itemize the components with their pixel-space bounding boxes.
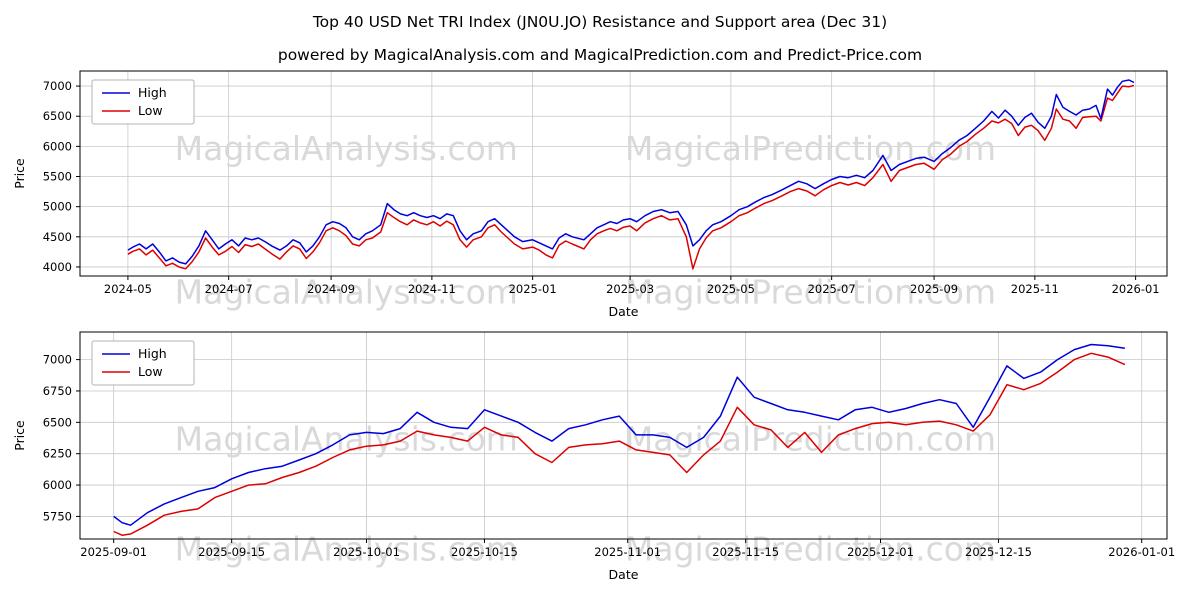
grid <box>80 71 1167 276</box>
top-chart: MagicalAnalysis.com MagicalPrediction.com… <box>12 70 1168 319</box>
y-tick-label: 4000 <box>43 260 72 274</box>
figure-title: Top 40 USD Net TRI Index (JN0U.JO) Resis… <box>312 13 888 31</box>
plot-area <box>80 332 1167 539</box>
series-high-line <box>127 79 1135 265</box>
svg-text:MagicalAnalysis.com: MagicalAnalysis.com <box>175 420 518 459</box>
x-tick-label: 2024-05 <box>104 282 152 296</box>
y-tick-label: 5000 <box>43 200 72 214</box>
x-tick-label: 2024-07 <box>205 282 253 296</box>
plot-border <box>79 70 1168 277</box>
y-tick-label: 6750 <box>43 384 72 398</box>
legend-label-high: High <box>138 346 167 361</box>
x-tick-label: 2024-11 <box>408 282 456 296</box>
x-tick-label: 2025-03 <box>606 282 654 296</box>
svg-text:MagicalAnalysis.com: MagicalAnalysis.com <box>175 272 518 311</box>
x-tick-label: 2025-09 <box>910 282 958 296</box>
x-tick-label: 2025-11 <box>1011 282 1059 296</box>
series-group <box>113 343 1126 536</box>
x-tick-label: 2024-09 <box>307 282 355 296</box>
legend-label-low: Low <box>138 364 163 379</box>
legend: High Low <box>91 79 195 125</box>
x-tick-label: 2025-12-15 <box>965 545 1032 559</box>
svg-text:MagicalPrediction.com: MagicalPrediction.com <box>625 529 996 568</box>
x-tick-label: 2025-05 <box>707 282 755 296</box>
x-axis-label: Date <box>609 567 639 582</box>
x-tick-label: 2025-10-01 <box>333 545 400 559</box>
y-tick-label: 5500 <box>43 170 72 184</box>
y-tick-label: 6000 <box>43 478 72 492</box>
legend-box <box>91 340 195 386</box>
y-tick-label: 4500 <box>43 230 72 244</box>
x-tick-label: 2025-09-15 <box>198 545 265 559</box>
watermark-text: MagicalAnalysis.com MagicalPrediction.com… <box>175 129 996 312</box>
bottom-chart: MagicalAnalysis.com MagicalPrediction.com… <box>12 331 1175 582</box>
y-axis-label: Price <box>12 420 27 451</box>
plot-area <box>80 71 1167 276</box>
axes: 2024-05 2024-07 2024-09 2024-11 2025-01 2025-… <box>12 79 1160 319</box>
series-group <box>127 79 1135 270</box>
y-tick-label: 6250 <box>43 447 72 461</box>
x-tick-label: 2026-01 <box>1112 282 1160 296</box>
y-axis-label: Price <box>12 158 27 189</box>
svg-text:MagicalAnalysis.com: MagicalAnalysis.com <box>175 129 518 168</box>
x-tick-label: 2025-09-01 <box>80 545 147 559</box>
series-high-line <box>113 343 1126 526</box>
legend-box <box>91 79 195 125</box>
y-tick-label: 6500 <box>43 415 72 429</box>
x-tick-label: 2025-10-15 <box>451 545 518 559</box>
legend-label-high: High <box>138 85 167 100</box>
x-tick-label: 2026-01-01 <box>1108 545 1175 559</box>
x-axis-label: Date <box>609 304 639 319</box>
series-low-line <box>113 352 1126 536</box>
x-tick-label: 2025-11-01 <box>594 545 661 559</box>
series-low-line <box>127 84 1135 270</box>
x-tick-label: 2025-11-15 <box>712 545 779 559</box>
svg-text:MagicalAnalysis.com: MagicalAnalysis.com <box>175 529 518 568</box>
y-tick-label: 6000 <box>43 139 72 153</box>
x-tick-label: 2025-12-01 <box>847 545 914 559</box>
legend-label-low: Low <box>138 103 163 118</box>
grid <box>80 332 1167 539</box>
x-tick-label: 2025-01 <box>509 282 557 296</box>
y-tick-label: 7000 <box>43 79 72 93</box>
x-tick-label: 2025-07 <box>808 282 856 296</box>
y-tick-label: 6500 <box>43 109 72 123</box>
axes: 2025-09-01 2025-09-15 2025-10-01 2025-10-15… <box>12 353 1175 582</box>
y-tick-label: 5750 <box>43 509 72 523</box>
legend: High Low <box>91 340 195 386</box>
y-tick-label: 7000 <box>43 353 72 367</box>
figure-subtitle: powered by MagicalAnalysis.com and Magic… <box>277 46 923 64</box>
plot-border <box>79 331 1168 540</box>
